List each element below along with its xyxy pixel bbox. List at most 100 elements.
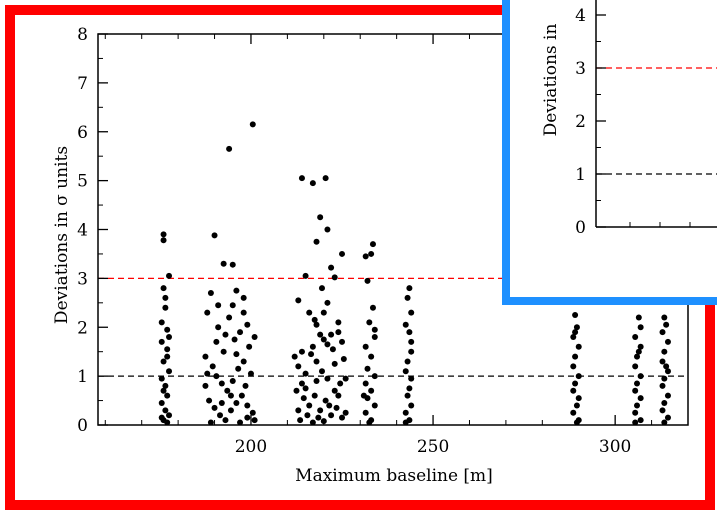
data-point bbox=[320, 336, 327, 343]
x-tick-label: 300 bbox=[599, 437, 631, 457]
data-point bbox=[304, 412, 311, 419]
data-point bbox=[226, 314, 233, 321]
data-point bbox=[251, 334, 258, 341]
data-point bbox=[575, 373, 582, 380]
data-point bbox=[206, 397, 213, 404]
data-point bbox=[220, 260, 227, 267]
data-point bbox=[369, 304, 376, 311]
data-point bbox=[328, 264, 335, 271]
data-point bbox=[166, 412, 173, 419]
data-point bbox=[222, 331, 229, 338]
data-point bbox=[331, 387, 338, 394]
data-point bbox=[242, 382, 249, 389]
data-point bbox=[244, 414, 251, 421]
data-point bbox=[166, 334, 173, 341]
data-point bbox=[313, 378, 320, 385]
data-point bbox=[298, 175, 305, 182]
data-point bbox=[237, 329, 244, 336]
inset-y-tick-label: 4 bbox=[575, 6, 586, 26]
data-point bbox=[317, 407, 324, 414]
data-point bbox=[229, 302, 236, 309]
x-tick-label: 250 bbox=[417, 437, 449, 457]
data-point bbox=[158, 338, 165, 345]
data-point bbox=[331, 360, 338, 367]
data-point bbox=[249, 409, 256, 416]
data-point bbox=[337, 380, 344, 387]
data-point bbox=[311, 316, 318, 323]
data-point bbox=[371, 334, 378, 341]
data-point bbox=[663, 363, 670, 370]
data-point bbox=[324, 375, 331, 382]
data-point bbox=[570, 363, 577, 370]
data-point bbox=[362, 253, 369, 260]
data-point bbox=[632, 363, 639, 370]
data-point bbox=[342, 409, 349, 416]
data-point bbox=[632, 334, 639, 341]
data-point bbox=[160, 387, 167, 394]
data-point bbox=[368, 353, 375, 360]
data-point bbox=[227, 392, 234, 399]
y-tick-label: 2 bbox=[77, 318, 88, 338]
data-point bbox=[220, 348, 227, 355]
data-point bbox=[311, 392, 318, 399]
data-point bbox=[164, 353, 171, 360]
data-point bbox=[291, 353, 298, 360]
data-point bbox=[404, 392, 411, 399]
data-point bbox=[162, 407, 169, 414]
data-point bbox=[306, 309, 313, 316]
data-point bbox=[309, 419, 316, 426]
data-point bbox=[664, 368, 671, 375]
data-point bbox=[661, 348, 668, 355]
data-point bbox=[244, 402, 251, 409]
data-point bbox=[224, 387, 231, 394]
data-point bbox=[659, 407, 666, 414]
data-point bbox=[634, 353, 641, 360]
data-point bbox=[295, 297, 302, 304]
data-point bbox=[408, 309, 415, 316]
data-point bbox=[306, 402, 313, 409]
data-point bbox=[632, 387, 639, 394]
y-tick-label: 8 bbox=[77, 25, 88, 45]
data-point bbox=[339, 250, 346, 257]
data-point bbox=[570, 387, 577, 394]
data-point bbox=[158, 319, 165, 326]
data-point bbox=[360, 392, 367, 399]
data-point bbox=[406, 285, 413, 292]
inset-y-axis-label: Deviations in bbox=[541, 24, 561, 137]
data-point bbox=[308, 351, 315, 358]
data-point bbox=[158, 400, 165, 407]
data-point bbox=[317, 214, 324, 221]
data-point bbox=[362, 409, 369, 416]
data-point bbox=[402, 368, 409, 375]
main-y-axis-label: Deviations in σ units bbox=[52, 146, 72, 324]
data-point bbox=[339, 338, 346, 345]
data-point bbox=[233, 287, 240, 294]
data-point bbox=[634, 380, 641, 387]
data-point bbox=[233, 400, 240, 407]
data-point bbox=[664, 392, 671, 399]
data-point bbox=[408, 402, 415, 409]
data-point bbox=[342, 375, 349, 382]
data-point bbox=[322, 397, 329, 404]
data-point bbox=[362, 380, 369, 387]
data-point bbox=[218, 400, 225, 407]
data-point bbox=[661, 314, 668, 321]
data-point bbox=[215, 324, 222, 331]
data-point bbox=[160, 285, 167, 292]
data-point bbox=[215, 302, 222, 309]
inset-frame bbox=[502, 0, 717, 305]
data-point bbox=[340, 356, 347, 363]
data-point bbox=[204, 309, 211, 316]
main-x-axis-label: Maximum baseline [m] bbox=[295, 466, 493, 486]
data-point bbox=[328, 412, 335, 419]
data-point bbox=[297, 417, 304, 424]
data-point bbox=[575, 395, 582, 402]
data-point bbox=[238, 392, 245, 399]
data-point bbox=[575, 343, 582, 350]
data-point bbox=[661, 419, 668, 426]
data-point bbox=[160, 237, 167, 244]
data-point bbox=[247, 370, 254, 377]
data-point bbox=[211, 232, 218, 239]
data-point bbox=[318, 285, 325, 292]
data-point bbox=[164, 392, 171, 399]
